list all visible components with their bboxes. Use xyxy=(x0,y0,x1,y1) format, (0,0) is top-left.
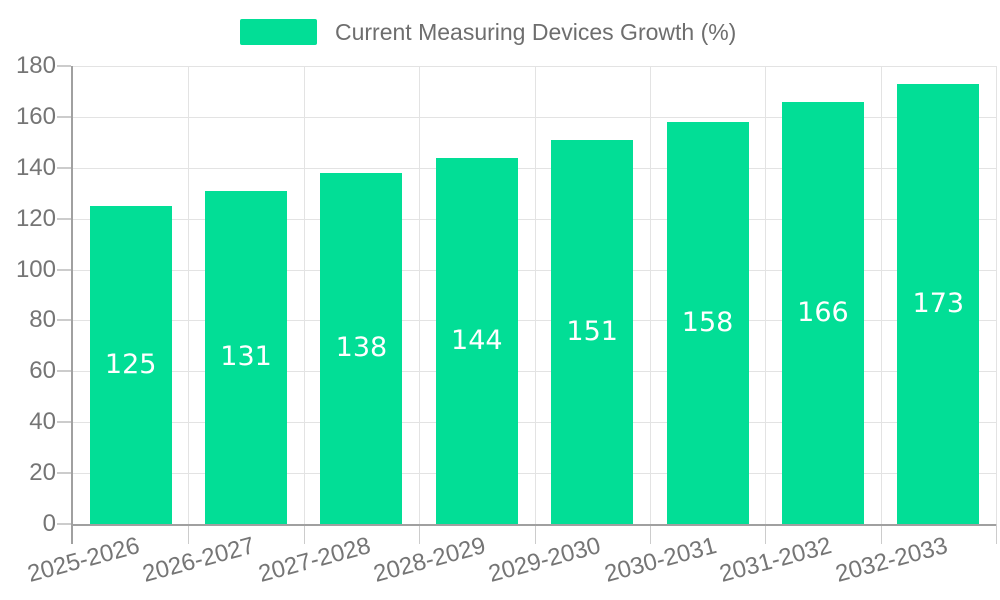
bar-value-label: 158 xyxy=(681,306,734,338)
bar-value-label: 151 xyxy=(566,315,618,347)
x-axis-tick xyxy=(996,524,997,544)
y-axis-tick-label: 20 xyxy=(29,459,56,487)
x-axis-tick xyxy=(765,524,767,544)
x-axis-category-label: 2029-2030 xyxy=(486,532,604,588)
x-axis-category-label: 2025-2026 xyxy=(24,532,143,588)
bar-value-label: 125 xyxy=(104,348,157,380)
vertical-gridline xyxy=(649,66,651,524)
y-axis-tick xyxy=(57,319,71,322)
vertical-gridline xyxy=(996,66,997,524)
bar[interactable]: 151 xyxy=(551,139,634,524)
y-axis-tick-label: 180 xyxy=(15,52,56,79)
bar[interactable]: 144 xyxy=(435,157,518,524)
y-axis-tick-label: 120 xyxy=(15,204,56,232)
x-axis-category-label: 2028-2029 xyxy=(370,532,489,588)
bar[interactable]: 173 xyxy=(897,83,980,524)
y-axis-tick-label: 0 xyxy=(42,510,56,537)
y-axis-tick xyxy=(57,421,71,424)
y-axis-tick xyxy=(57,115,71,118)
legend-label: Current Measuring Devices Growth (%) xyxy=(335,19,737,45)
y-axis-tick-label: 140 xyxy=(15,153,56,181)
legend-item[interactable]: Current Measuring Devices Growth (%) xyxy=(240,19,736,45)
bar[interactable]: 131 xyxy=(205,190,288,524)
y-axis-tick xyxy=(57,523,71,525)
x-axis-category-label: 2026-2027 xyxy=(139,532,258,588)
bar[interactable]: 158 xyxy=(666,121,749,524)
bar-value-label: 144 xyxy=(451,324,503,356)
y-axis-tick-label: 100 xyxy=(15,255,56,283)
y-axis-tick xyxy=(57,65,71,67)
x-axis-tick xyxy=(534,524,536,544)
x-axis-category-label: 2031-2032 xyxy=(716,532,835,588)
vertical-gridline xyxy=(419,66,421,524)
bar[interactable]: 166 xyxy=(781,101,864,524)
vertical-gridline xyxy=(880,66,882,524)
bar[interactable]: 125 xyxy=(89,205,172,524)
y-axis-tick xyxy=(57,217,71,220)
x-axis-line xyxy=(71,524,996,526)
bar-value-label: 166 xyxy=(797,296,849,328)
x-axis-tick xyxy=(419,524,421,544)
y-axis-tick xyxy=(57,370,71,373)
y-axis-line xyxy=(71,66,73,544)
vertical-gridline xyxy=(188,66,190,524)
vertical-gridline xyxy=(765,66,767,524)
vertical-gridline xyxy=(303,66,305,524)
y-axis-tick xyxy=(57,166,71,169)
bar[interactable]: 138 xyxy=(320,172,403,524)
x-axis-category-label: 2030-2031 xyxy=(601,532,720,588)
x-axis-tick xyxy=(880,524,882,544)
y-axis-tick-label: 160 xyxy=(15,102,56,130)
y-axis-tick-label: 40 xyxy=(29,408,56,436)
y-axis-tick-label: 60 xyxy=(29,357,56,385)
bar-value-label: 131 xyxy=(220,341,272,373)
bar-value-label: 138 xyxy=(335,332,388,364)
x-axis-category-label: 2032-2033 xyxy=(832,532,951,588)
x-axis-category-label: 2027-2028 xyxy=(255,532,374,588)
y-axis-tick-label: 80 xyxy=(29,306,56,334)
x-axis-tick xyxy=(188,524,190,544)
vertical-gridline xyxy=(534,66,536,524)
x-axis-tick xyxy=(649,524,651,544)
y-axis-tick xyxy=(57,472,71,475)
x-axis-tick xyxy=(303,524,305,544)
legend-swatch xyxy=(240,19,317,45)
y-axis-tick xyxy=(57,268,71,271)
bar-value-label: 173 xyxy=(912,287,965,319)
